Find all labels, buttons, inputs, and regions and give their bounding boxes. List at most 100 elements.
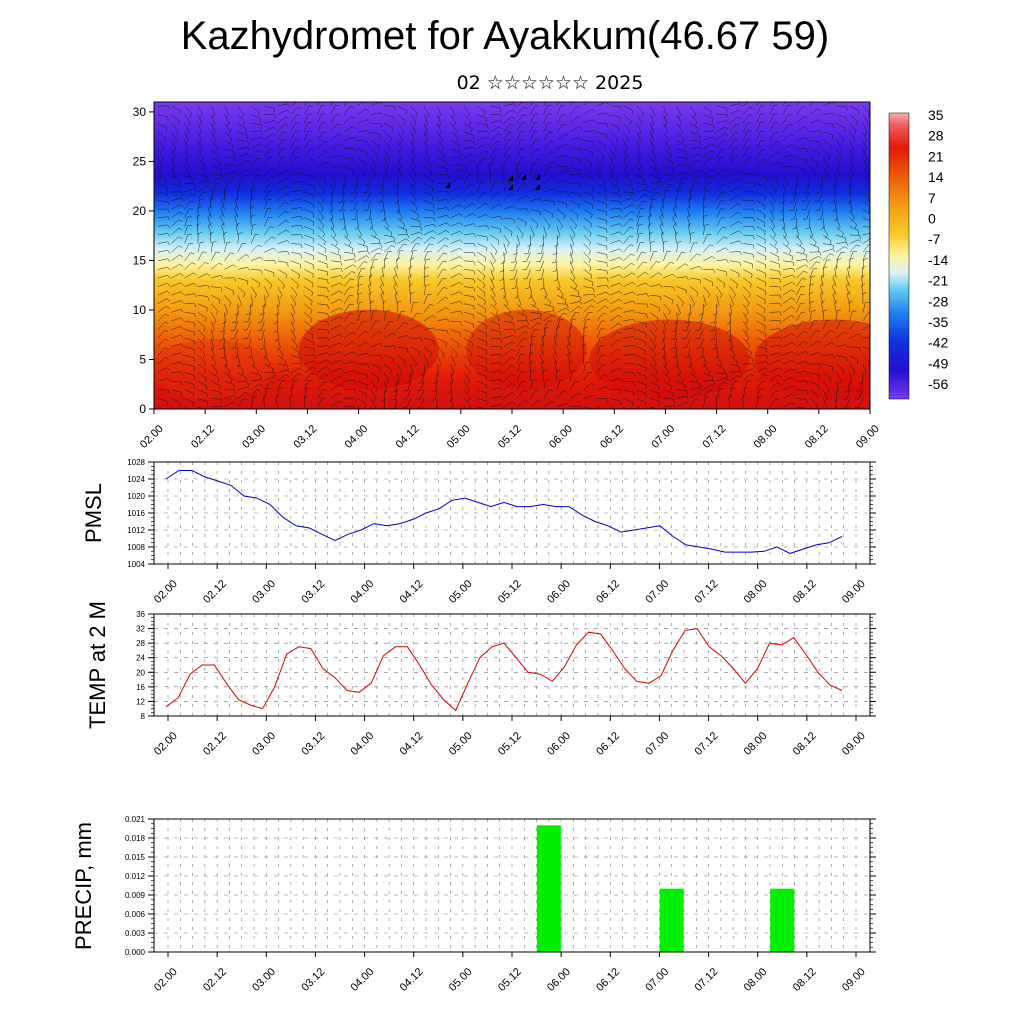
wind-barb: [264, 363, 274, 369]
wind-barb: [862, 114, 869, 124]
wind-barb: [743, 338, 751, 346]
wind-barb: [650, 181, 661, 184]
wind-barb: [623, 282, 633, 287]
wind-barb-feather: [801, 312, 806, 314]
wind-barb-feather: [380, 343, 384, 347]
wind-barb-feather: [511, 287, 516, 290]
wind-barb: [676, 163, 687, 167]
wind-barb: [477, 252, 486, 258]
wind-barb: [423, 157, 431, 166]
wind-barb-feather: [749, 106, 754, 109]
wind-barb-feather: [258, 150, 262, 153]
heatmap-x-tick-label: 08.00: [752, 423, 780, 451]
wind-barb-feather: [367, 141, 369, 146]
wind-barb-feather: [329, 218, 333, 222]
wind-barb: [450, 247, 460, 253]
wind-barb-feather: [801, 97, 805, 98]
wind-barb-feather: [339, 392, 343, 396]
wind-barb: [552, 346, 558, 356]
wind-barb-feather: [513, 205, 517, 210]
wind-barb: [264, 355, 271, 364]
wind-barb: [437, 307, 447, 313]
wind-barb-feather: [237, 188, 241, 191]
wind-barb: [357, 250, 368, 253]
wind-barb: [583, 277, 593, 283]
wind-barb-feather: [484, 257, 486, 262]
wind-barb: [383, 389, 386, 400]
wind-barb-feather: [312, 282, 314, 287]
wind-barb: [330, 307, 340, 313]
wind-barb-feather: [167, 275, 171, 279]
wind-barb-feather: [324, 373, 329, 377]
wind-barb: [516, 157, 523, 167]
wind-barb-feather: [712, 124, 715, 129]
wind-barb-feather: [590, 223, 592, 228]
wind-barb: [610, 248, 620, 253]
wind-barb-feather: [339, 359, 344, 363]
wind-barb: [437, 329, 448, 331]
wind-barb-feather: [844, 246, 848, 249]
wind-barb: [437, 157, 447, 163]
wind-barb: [450, 195, 460, 201]
wind-barb-feather: [719, 363, 722, 368]
wind-barb-feather: [632, 282, 636, 286]
wind-barb-feather: [678, 372, 682, 377]
wind-barb-feather: [618, 367, 623, 371]
wind-barb: [246, 320, 252, 331]
wind-barb: [676, 105, 682, 116]
wind-barb: [743, 312, 749, 322]
wind-barb: [636, 337, 647, 343]
wind-barb-feather: [837, 166, 841, 170]
wind-barb-feather: [763, 214, 766, 219]
wind-barb-feather: [369, 274, 373, 277]
wind-barb: [836, 241, 847, 244]
wind-barb: [237, 190, 239, 201]
wind-barb-feather: [460, 321, 462, 326]
wind-barb: [849, 217, 857, 226]
wind-barb-feather: [511, 392, 516, 395]
wind-barb-feather: [186, 166, 190, 170]
wind-pennant: [445, 182, 450, 188]
wind-barb: [237, 147, 248, 150]
wind-barb-feather: [579, 137, 583, 141]
wind-barb: [729, 381, 736, 390]
wind-barb: [689, 147, 700, 150]
wind-barb-feather: [424, 123, 429, 127]
wind-barb: [809, 130, 820, 133]
wind-barb: [463, 355, 472, 363]
wind-barb-feather: [167, 194, 169, 199]
wind-barb-feather: [500, 370, 503, 375]
wind-barb-feather: [286, 109, 290, 113]
wind-barb: [688, 346, 691, 357]
wind-barb-feather: [167, 233, 171, 237]
wind-barb-feather: [737, 116, 742, 119]
wind-barb: [556, 169, 566, 175]
wind-barb-feather: [192, 194, 197, 197]
wind-barb: [171, 380, 182, 383]
y-tick-label: 8: [141, 712, 146, 721]
wind-barb: [699, 329, 704, 339]
wind-pennant: [508, 175, 513, 181]
wind-barb-feather: [802, 106, 807, 108]
wind-barb: [610, 140, 617, 149]
wind-barb-feather: [444, 296, 449, 300]
wind-barb: [490, 277, 495, 288]
wind-barb-feather: [548, 131, 554, 133]
x-tick-label: 06.00: [545, 730, 573, 758]
wind-barb-feather: [592, 299, 596, 303]
wind-barb: [342, 200, 345, 211]
heatmap-x-tick-label: 07.12: [700, 423, 728, 451]
wind-barb-feather: [570, 270, 574, 274]
wind-barb-feather: [844, 390, 849, 393]
wind-barb-feather: [648, 222, 652, 226]
wind-barb-feather: [433, 217, 436, 222]
wind-barb-feather: [575, 97, 579, 98]
wind-barb: [689, 265, 700, 270]
wind-barb: [716, 200, 722, 210]
wind-barb: [157, 313, 166, 322]
wind-barb-feather: [765, 361, 769, 365]
wind-barb-feather: [363, 241, 366, 246]
wind-barb: [224, 401, 234, 408]
wind-barb-feather: [592, 119, 596, 123]
wind-barb-feather: [602, 155, 605, 160]
